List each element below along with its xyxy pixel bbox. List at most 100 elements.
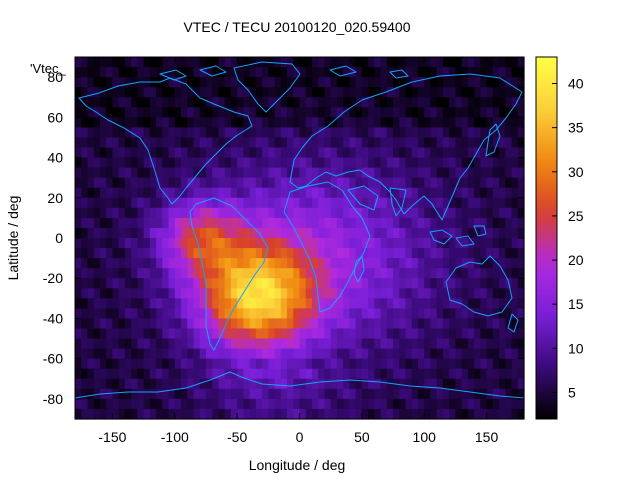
heatmap-cell <box>274 67 282 78</box>
heatmap-cell <box>405 127 413 139</box>
heatmap-cell <box>417 217 425 229</box>
heatmap-cell <box>143 107 151 118</box>
heatmap-cell <box>511 167 519 179</box>
heatmap-cell <box>511 388 519 400</box>
heatmap-cell <box>181 187 188 199</box>
heatmap-cell <box>274 187 282 199</box>
heatmap-cell <box>199 378 207 390</box>
heatmap-cell <box>149 318 157 330</box>
heatmap-cell <box>262 207 269 219</box>
heatmap-cell <box>417 117 425 128</box>
heatmap-cell <box>343 67 350 78</box>
heatmap-cell <box>255 117 263 128</box>
heatmap-cell <box>143 57 151 68</box>
heatmap-cell <box>361 107 369 118</box>
heatmap-cell <box>336 137 344 149</box>
heatmap-cell <box>511 127 519 139</box>
heatmap-cell <box>492 318 500 330</box>
heatmap-cell <box>474 167 481 179</box>
heatmap-cell <box>368 378 375 390</box>
heatmap-cell <box>212 268 220 279</box>
heatmap-cell <box>262 298 269 309</box>
heatmap-cell <box>474 318 481 330</box>
heatmap-cell <box>461 348 469 360</box>
heatmap-cell <box>492 167 500 179</box>
heatmap-cell <box>168 177 176 189</box>
heatmap-cell <box>499 217 506 229</box>
heatmap-cell <box>274 288 282 299</box>
heatmap-cell <box>449 388 457 400</box>
heatmap-cell <box>87 338 95 350</box>
heatmap-cell <box>399 258 407 269</box>
heatmap-cell <box>156 167 163 179</box>
heatmap-cell <box>480 308 488 320</box>
heatmap-cell <box>268 338 276 350</box>
heatmap-cell <box>262 408 269 420</box>
heatmap-cell <box>87 368 95 380</box>
heatmap-cell <box>255 67 263 78</box>
heatmap-cell <box>330 147 338 159</box>
heatmap-cell <box>193 127 201 139</box>
heatmap-cell <box>112 388 120 400</box>
heatmap-cell <box>393 127 400 139</box>
heatmap-cell <box>417 338 425 350</box>
heatmap-cell <box>399 368 407 380</box>
heatmap-cell <box>474 308 481 320</box>
heatmap-cell <box>405 67 413 78</box>
heatmap-cell <box>330 127 338 139</box>
heatmap-cell <box>243 197 251 209</box>
heatmap-cell <box>474 388 481 400</box>
heatmap-cell <box>455 87 463 98</box>
heatmap-cell <box>112 408 120 420</box>
heatmap-cell <box>511 378 519 390</box>
heatmap-cell <box>262 117 269 128</box>
heatmap-cell <box>268 77 276 88</box>
heatmap-cell <box>405 207 413 219</box>
heatmap-cell <box>81 278 89 289</box>
heatmap-cell <box>511 67 519 78</box>
heatmap-cell <box>168 127 176 139</box>
heatmap-cell <box>455 348 463 360</box>
heatmap-cell <box>380 197 388 209</box>
heatmap-cell <box>274 348 282 360</box>
heatmap-cell <box>393 117 400 128</box>
heatmap-cell <box>143 398 151 410</box>
heatmap-cell <box>205 187 213 199</box>
heatmap-cell <box>243 378 251 390</box>
heatmap-cell <box>517 77 525 88</box>
heatmap-cell <box>174 87 182 98</box>
heatmap-cell <box>386 308 394 320</box>
heatmap-cell <box>137 288 145 299</box>
heatmap-cell <box>187 97 195 108</box>
heatmap-cell <box>499 107 506 118</box>
heatmap-cell <box>181 227 188 239</box>
heatmap-cell <box>361 187 369 199</box>
heatmap-cell <box>343 87 350 98</box>
heatmap-cell <box>430 197 438 209</box>
heatmap-cell <box>274 308 282 320</box>
heatmap-cell <box>168 97 176 108</box>
heatmap-cell <box>461 167 469 179</box>
heatmap-cell <box>442 107 450 118</box>
heatmap-cell <box>436 338 444 350</box>
heatmap-cell <box>199 147 207 159</box>
heatmap-cell <box>461 147 469 159</box>
heatmap-cell <box>218 278 226 289</box>
heatmap-cell <box>311 318 319 330</box>
heatmap-cell <box>417 258 425 269</box>
heatmap-cell <box>305 197 313 209</box>
heatmap-cell <box>193 248 201 259</box>
heatmap-cell <box>455 288 463 299</box>
heatmap-cell <box>212 398 220 410</box>
heatmap-cell <box>224 238 232 249</box>
heatmap-cell <box>224 278 232 289</box>
heatmap-cell <box>405 318 413 330</box>
heatmap-cell <box>93 378 101 390</box>
heatmap-cell <box>417 308 425 320</box>
heatmap-cell <box>137 278 145 289</box>
heatmap-cell <box>417 378 425 390</box>
heatmap-cell <box>212 227 220 239</box>
heatmap-cell <box>131 217 138 229</box>
heatmap-cell <box>455 147 463 159</box>
heatmap-cell <box>174 238 182 249</box>
